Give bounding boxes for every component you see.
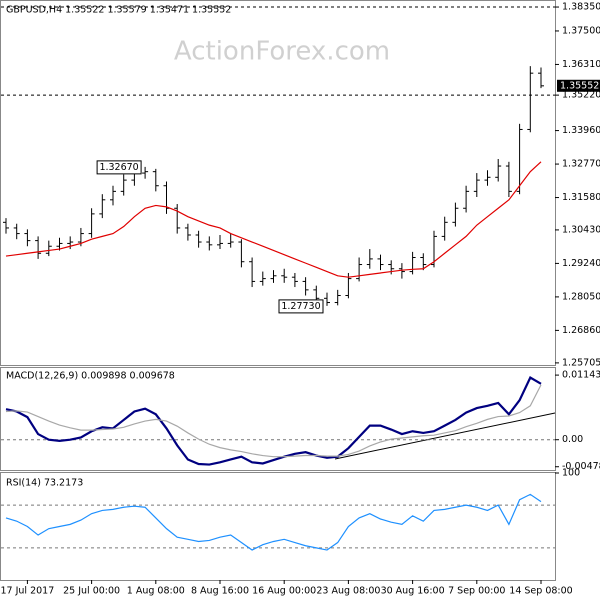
y-tick-label: 1.35220 bbox=[562, 90, 600, 101]
y-tick-label: 1.29240 bbox=[562, 258, 600, 269]
x-tick-label: 14 Sep 08:00 bbox=[509, 586, 572, 597]
y-tick-label: 1.31580 bbox=[562, 192, 600, 203]
series-line bbox=[5, 161, 542, 278]
y-tick-label: 0.011437 bbox=[562, 370, 600, 381]
y-tick-label: 100 bbox=[562, 468, 580, 479]
y-tick-label: 1.38350 bbox=[562, 2, 600, 13]
chart-title: GBPUSD,H4 1.35522 1.35579 1.35471 1.3555… bbox=[6, 5, 231, 16]
y-tick-label: -0.004782 bbox=[562, 461, 600, 472]
y-tick-label: 0.00 bbox=[562, 434, 583, 445]
watermark: ActionForex.com bbox=[174, 37, 390, 67]
y-tick-label: 1.33960 bbox=[562, 125, 600, 136]
rsi-panel bbox=[0, 472, 556, 581]
y-tick-label: 1.30430 bbox=[562, 224, 600, 235]
annotation-box bbox=[278, 299, 324, 314]
y-tick-label: 1.32770 bbox=[562, 159, 600, 170]
y-tick-label: 1.26860 bbox=[562, 325, 600, 336]
series-line bbox=[5, 376, 542, 466]
macd-trendline bbox=[334, 412, 556, 460]
x-tick-label: 30 Aug 16:00 bbox=[381, 586, 445, 597]
series-line bbox=[5, 384, 542, 458]
series-line bbox=[5, 493, 542, 551]
last-price-label: 1.35552 bbox=[560, 80, 599, 91]
x-tick-label: 17 Jul 2017 bbox=[1, 586, 55, 597]
x-tick-label: 16 Aug 00:00 bbox=[252, 586, 316, 597]
rsi-title: RSI(14) 73.2173 bbox=[6, 478, 83, 489]
x-tick-label: 25 Jul 00:00 bbox=[63, 586, 120, 597]
annotation-label: 1.32670 bbox=[99, 162, 138, 173]
macd-panel bbox=[0, 367, 556, 471]
last-price-box bbox=[557, 79, 600, 92]
price-panel bbox=[0, 0, 556, 366]
x-tick-label: 7 Sep 00:00 bbox=[448, 586, 505, 597]
y-tick-label: 1.25705 bbox=[562, 357, 600, 368]
y-tick-label: 1.28050 bbox=[562, 291, 600, 302]
x-tick-label: 23 Aug 08:00 bbox=[316, 586, 380, 597]
annotation-box bbox=[96, 160, 142, 175]
macd-title: MACD(12,26,9) 0.009898 0.009678 bbox=[6, 371, 175, 382]
y-tick-label: 1.36310 bbox=[562, 59, 600, 70]
y-tick-label: 1.37500 bbox=[562, 25, 600, 36]
annotation-label: 1.27730 bbox=[281, 301, 320, 312]
x-tick-label: 8 Aug 16:00 bbox=[191, 586, 249, 597]
x-tick-label: 1 Aug 08:00 bbox=[127, 586, 185, 597]
